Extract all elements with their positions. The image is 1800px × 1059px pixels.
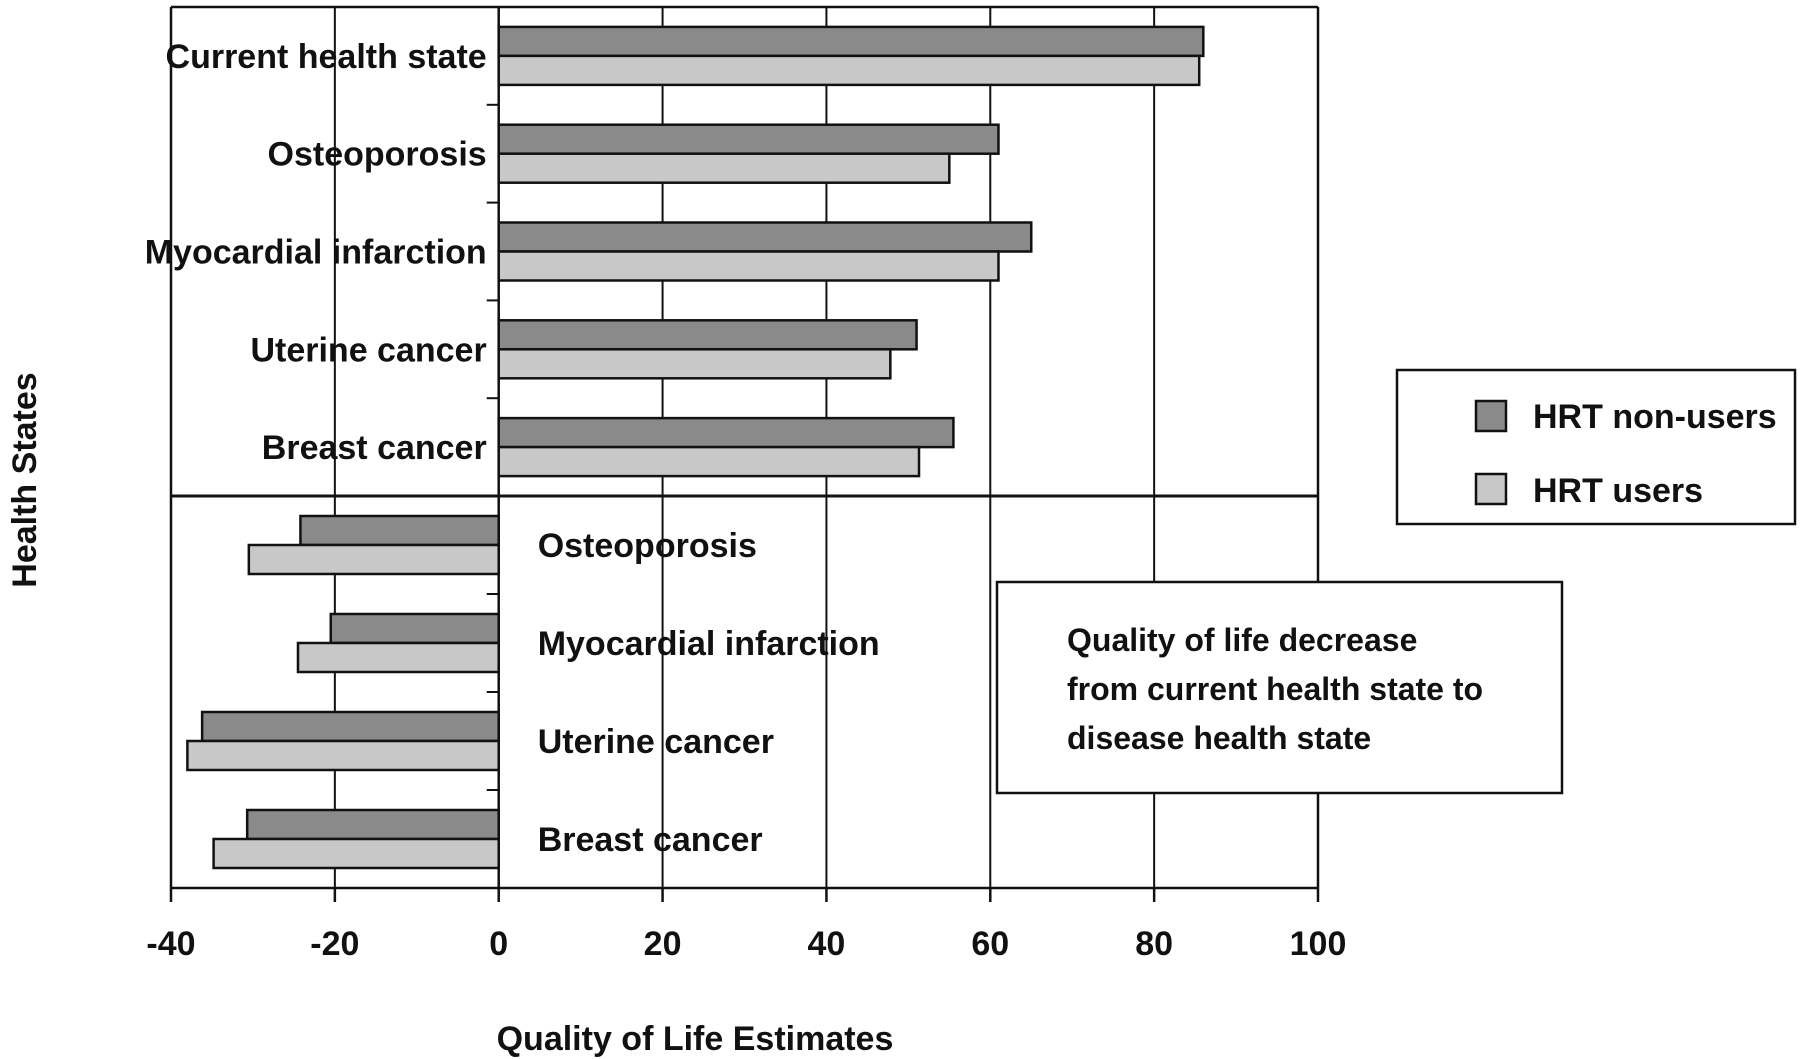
annotation-frame xyxy=(995,580,1564,795)
legend-swatch-hrt-users xyxy=(1474,472,1508,506)
category-label-osteoporosis: Osteoporosis xyxy=(268,136,487,174)
bar-hrt-non-users-osteoporosis xyxy=(299,514,500,547)
bar-hrt-users-uterine-cancer xyxy=(497,348,892,380)
bars xyxy=(186,25,1205,870)
bar-hrt-users-myocardial-infarction xyxy=(497,250,1000,282)
bar-hrt-non-users-uterine-cancer xyxy=(497,319,918,351)
legend-swatch-hrt-non-users xyxy=(1474,399,1508,433)
category-label-breast-cancer: Breast cancer xyxy=(262,429,487,467)
category-label-osteoporosis: Osteoporosis xyxy=(538,527,757,565)
bar-hrt-users-breast-cancer xyxy=(212,837,500,870)
legend: HRT non-users HRT users xyxy=(1395,368,1797,526)
bar-hrt-users-current-health-state xyxy=(497,54,1201,87)
x-tick-label: -20 xyxy=(310,925,359,963)
category-label-uterine-cancer: Uterine cancer xyxy=(250,331,486,369)
x-axis-title: Quality of Life Estimates xyxy=(497,1020,894,1058)
bar-hrt-non-users-current-health-state xyxy=(497,25,1205,58)
bar-hrt-users-uterine-cancer xyxy=(186,739,500,772)
bar-hrt-non-users-myocardial-infarction xyxy=(497,221,1033,253)
y-axis-title: Health States xyxy=(6,372,44,587)
x-tick-label: 40 xyxy=(808,925,846,963)
bar-hrt-non-users-breast-cancer xyxy=(497,416,955,449)
x-tick-label: 20 xyxy=(644,925,682,963)
category-label-myocardial-infarction: Myocardial infarction xyxy=(538,625,880,663)
category-label-breast-cancer: Breast cancer xyxy=(538,821,763,859)
category-label-current-health-state: Current health state xyxy=(166,38,487,76)
legend-label-hrt-non-users: HRT non-users xyxy=(1533,398,1777,436)
category-labels: Current health state Osteoporosis Myocardi… xyxy=(145,38,880,859)
legend-box xyxy=(1395,368,1797,526)
annotation-box: Quality of life decrease from current he… xyxy=(995,580,1564,795)
bar-hrt-users-myocardial-infarction xyxy=(296,641,500,674)
bar-hrt-non-users-myocardial-infarction xyxy=(329,612,500,645)
x-tick-label: -40 xyxy=(146,925,195,963)
bar-hrt-users-osteoporosis xyxy=(247,543,500,576)
x-tick-label: 60 xyxy=(971,925,1009,963)
category-label-myocardial-infarction: Myocardial infarction xyxy=(145,234,487,272)
category-label-uterine-cancer: Uterine cancer xyxy=(538,723,774,761)
legend-label-hrt-users: HRT users xyxy=(1533,472,1703,510)
annotation-line: Quality of life decrease xyxy=(1067,622,1417,658)
x-tick-label: 0 xyxy=(489,925,508,963)
x-tick-label: 100 xyxy=(1290,925,1347,963)
bar-hrt-non-users-uterine-cancer xyxy=(200,710,500,743)
x-axis: -40 -20 0 20 40 60 80 100 xyxy=(146,103,1347,963)
bar-hrt-users-breast-cancer xyxy=(497,445,921,478)
annotation-line: disease health state xyxy=(1067,720,1371,756)
x-tick-label: 80 xyxy=(1135,925,1173,963)
bar-hrt-users-osteoporosis xyxy=(497,152,951,184)
annotation-line: from current health state to xyxy=(1067,671,1483,707)
bar-hrt-non-users-osteoporosis xyxy=(497,123,1000,155)
bar-hrt-non-users-breast-cancer xyxy=(245,808,500,841)
